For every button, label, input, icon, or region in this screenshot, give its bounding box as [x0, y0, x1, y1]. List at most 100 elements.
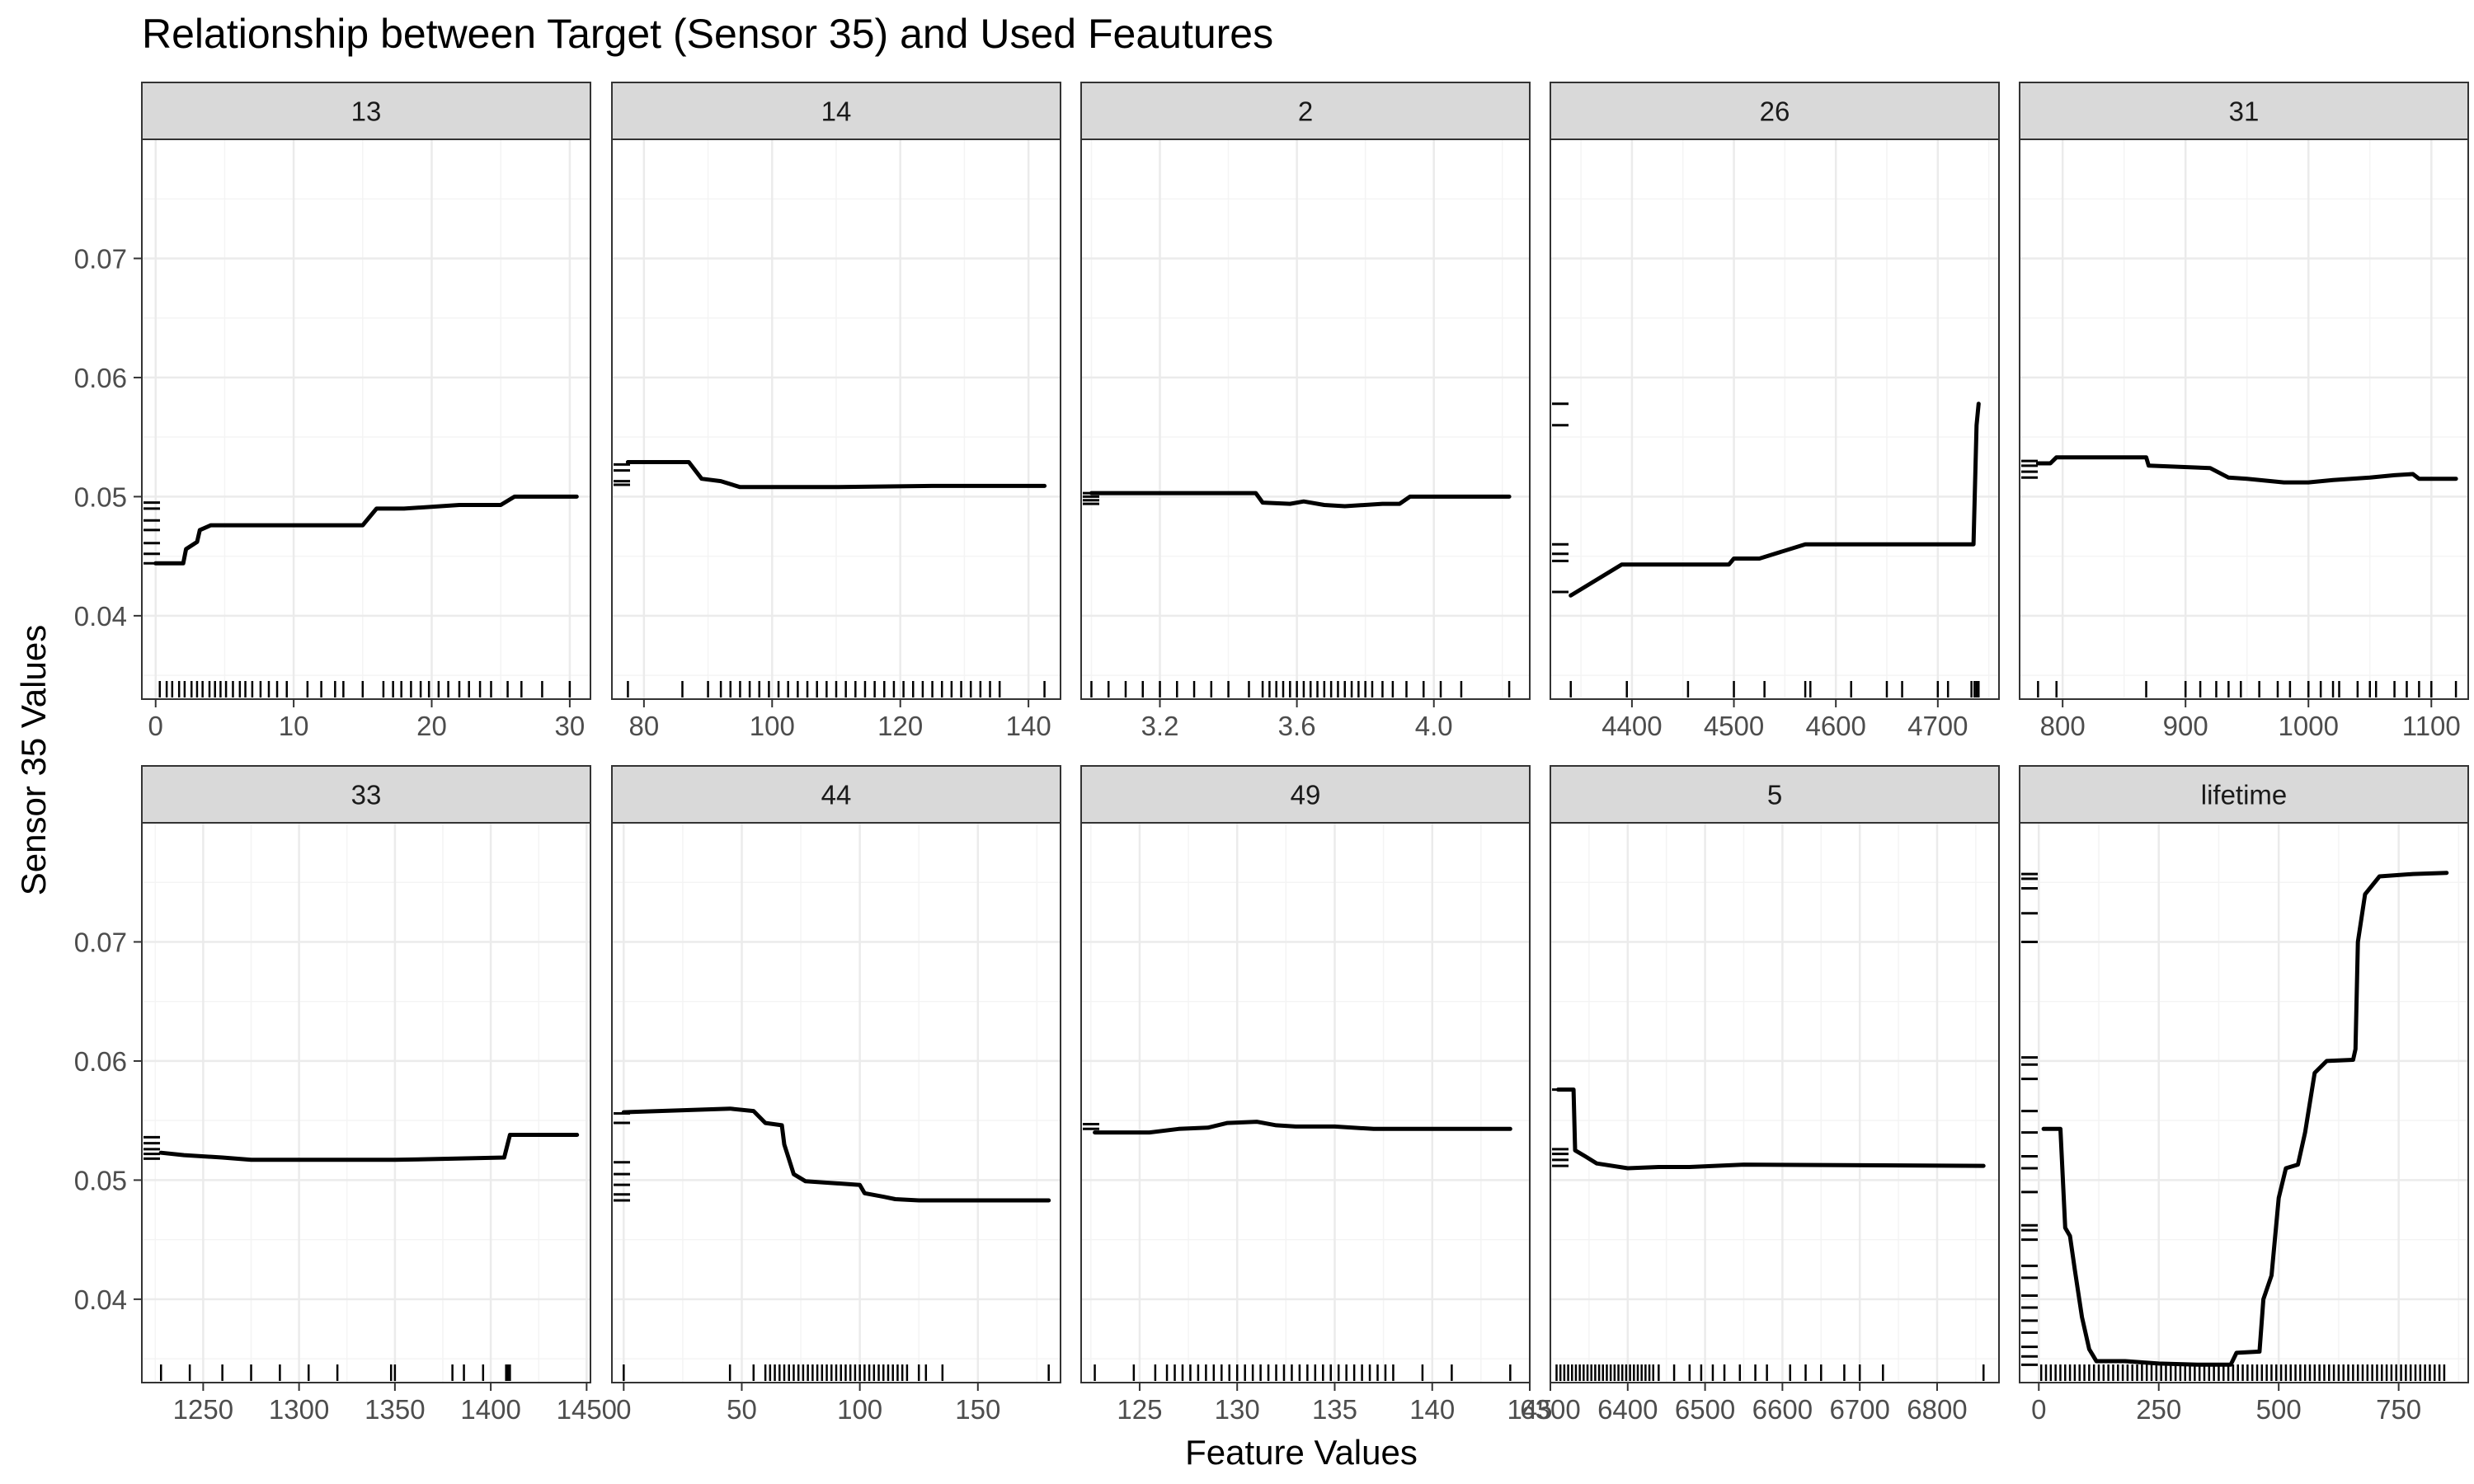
panel-background [2020, 823, 2468, 1383]
series-line [153, 494, 579, 566]
facet-panel-33: 33 1250 1300 1350 1400 1450 0.04 0.05 0.06 0.07 [74, 765, 617, 1425]
y-tick-label: 0.05 [74, 481, 127, 512]
facet-strip [1550, 765, 2000, 824]
facet-strip [1080, 82, 1531, 140]
facet-strip-label: 14 [821, 96, 852, 127]
series-line [1093, 1120, 1512, 1135]
panel-border [1080, 822, 1531, 1383]
panel-border [1550, 139, 2000, 700]
panel-border [2019, 139, 2469, 700]
facet-strip [2019, 765, 2469, 824]
facet-strip-label: 26 [1760, 96, 1790, 127]
series-line [621, 1106, 1051, 1203]
panel-border [611, 139, 1061, 700]
x-tick-label: 125 [1117, 1394, 1162, 1425]
x-tick-label: 135 [1312, 1394, 1357, 1425]
x-tick-label: 1300 [269, 1394, 329, 1425]
x-tick-label: 900 [2163, 711, 2208, 741]
facet-strip-label: 2 [1298, 96, 1313, 127]
facet-panel-2: 2 3.2 3.6 4.0 [1080, 82, 1531, 741]
facet-panel-lifetime: lifetime 0 250 500 750 [2019, 765, 2469, 1425]
panel-border [1550, 822, 2000, 1383]
series-line [1569, 402, 1981, 598]
panel-background [1081, 139, 1530, 699]
x-tick-label: 1000 [2279, 711, 2339, 741]
panel-background [2020, 139, 2468, 699]
series-line [1555, 1087, 1986, 1171]
x-tick-label: 100 [750, 711, 795, 741]
facet-strip-label: 13 [351, 96, 382, 127]
panel-background [612, 823, 1061, 1383]
x-tick-label: 130 [1215, 1394, 1260, 1425]
x-tick-label: 1100 [2402, 711, 2461, 741]
facet-strip-label: 49 [1291, 780, 1321, 810]
facet-panel-31: 31 800 900 1000 1100 [2019, 82, 2469, 741]
facet-panel-44: 44 0 50 100 150 [611, 765, 1061, 1425]
series-line [625, 460, 1047, 490]
x-tick-label: 6600 [1752, 1394, 1813, 1425]
x-tick-label: 4500 [1704, 711, 1764, 741]
y-tick-label: 0.06 [74, 363, 127, 393]
x-tick-label: 6700 [1829, 1394, 1889, 1425]
x-tick-label: 1250 [173, 1394, 233, 1425]
panel-background [1081, 823, 1530, 1383]
x-tick-label: 30 [555, 711, 586, 741]
panel-border [141, 822, 591, 1383]
series-line [2035, 455, 2458, 485]
facet-strip-label: lifetime [2201, 780, 2288, 810]
series-line [2041, 871, 2449, 1367]
facet-panel-13: 13 0 10 20 30 0.04 0.05 0.06 0.07 [74, 82, 591, 741]
facet-strip-label: 5 [1767, 780, 1782, 810]
y-tick-label: 0.06 [74, 1046, 127, 1077]
x-tick-label: 6300 [1520, 1394, 1580, 1425]
x-tick-label: 4400 [1602, 711, 1662, 741]
x-tick-label: 500 [2256, 1394, 2302, 1425]
y-tick-label: 0.04 [74, 601, 127, 632]
x-tick-label: 140 [1006, 711, 1051, 741]
x-tick-label: 250 [2136, 1394, 2181, 1425]
panel-background [1550, 139, 1999, 699]
x-tick-label: 1450 [557, 1394, 617, 1425]
panel-border [141, 139, 591, 700]
panel-background [142, 823, 590, 1383]
x-tick-label: 4600 [1805, 711, 1865, 741]
facet-strip [1080, 765, 1531, 824]
facet-panel-26: 26 4400 4500 4600 4700 [1550, 82, 2000, 741]
x-tick-label: 50 [727, 1394, 757, 1425]
panel-border [611, 822, 1061, 1383]
x-tick-label: 6400 [1597, 1394, 1658, 1425]
x-tick-label: 145 [1507, 1394, 1552, 1425]
series-line [1089, 491, 1512, 509]
x-tick-label: 4700 [1907, 711, 1968, 741]
x-tick-label: 6800 [1907, 1394, 1967, 1425]
panel-background [142, 139, 590, 699]
facet-strip [141, 82, 591, 140]
x-tick-label: 0 [616, 1394, 631, 1425]
panel-border [1080, 139, 1531, 700]
x-tick-label: 800 [2040, 711, 2086, 741]
y-tick-label: 0.04 [74, 1284, 127, 1315]
facet-strip-label: 31 [2229, 96, 2260, 127]
facet-strip [141, 765, 591, 824]
x-tick-label: 10 [279, 711, 309, 741]
x-tick-label: 120 [877, 711, 923, 741]
y-tick-label: 0.05 [74, 1165, 127, 1195]
facet-strip [611, 765, 1061, 824]
x-tick-label: 0 [148, 711, 163, 741]
facet-panel-5: 5 6300 6400 6500 6600 6700 6800 [1520, 765, 2000, 1425]
y-tick-label: 0.07 [74, 927, 127, 957]
panel-border [2019, 822, 2469, 1383]
x-tick-label: 750 [2376, 1394, 2421, 1425]
series-line [158, 1133, 580, 1162]
facet-panel-14: 14 80 100 120 140 [611, 82, 1061, 741]
x-tick-label: 4.0 [1415, 711, 1453, 741]
x-tick-label: 150 [955, 1394, 1000, 1425]
facet-strip-label: 44 [821, 780, 852, 810]
facet-strip [1550, 82, 2000, 140]
x-tick-label: 80 [628, 711, 659, 741]
panel-background [1550, 823, 1999, 1383]
x-tick-label: 20 [416, 711, 447, 741]
x-tick-label: 6500 [1675, 1394, 1735, 1425]
y-tick-label: 0.07 [74, 243, 127, 274]
